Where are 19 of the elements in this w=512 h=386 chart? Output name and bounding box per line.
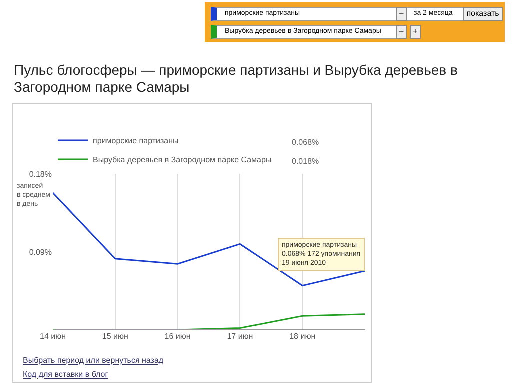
- x-tick-label: 18 июн: [290, 332, 316, 341]
- x-tick-label: 15 июн: [102, 332, 128, 341]
- text: Выбрать период или вернуться назад: [23, 356, 164, 365]
- text: –: [396, 7, 407, 21]
- text: показать: [463, 7, 503, 21]
- y-tick-label: 0.09%: [29, 248, 52, 257]
- legend-label: Вырубка деревьев в Загородном парке Самары: [93, 156, 272, 165]
- x-tick-label: 16 июн: [164, 332, 191, 341]
- text: –: [396, 25, 407, 39]
- text: Код для вставки в блог: [23, 370, 108, 379]
- text: 0.018%: [292, 157, 320, 166]
- legend-label: приморские партизаны: [93, 136, 180, 146]
- y-tick-label: 0.18%: [29, 170, 52, 179]
- x-tick-label: 14 июн: [40, 332, 66, 341]
- text: 0.068%: [292, 138, 320, 147]
- text: +: [410, 25, 421, 39]
- chart-title: Пульс блогосферы — приморские партизаны и Вырубка деревьев в Загородном парке Самары: [14, 62, 459, 96]
- x-tick-label: 17 июн: [227, 332, 254, 341]
- line-series: [53, 192, 365, 287]
